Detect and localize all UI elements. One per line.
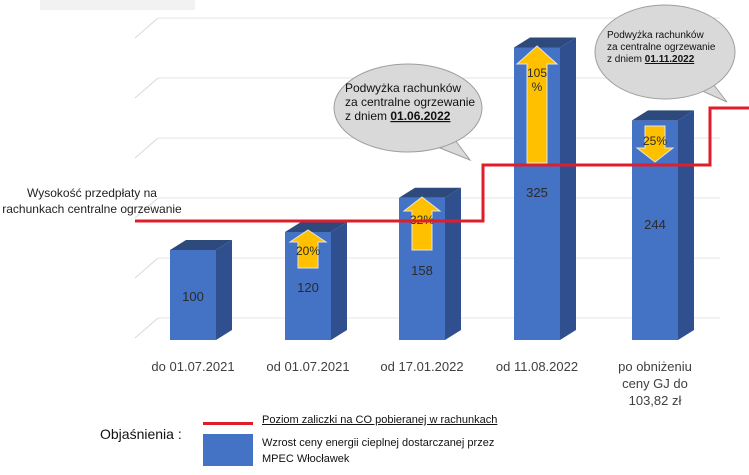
callout-text: za centralne ogrzewanie	[345, 95, 475, 109]
legend-bar-swatch	[203, 434, 253, 466]
arrow-down-icon	[635, 125, 675, 163]
bar-value-label: 325	[526, 185, 548, 200]
arrow-up-icon	[515, 45, 559, 164]
gridline-diagonal	[134, 257, 159, 279]
bar-value-label: 120	[297, 280, 319, 295]
legend-bar-label-line2: MPEC Włocławek	[262, 453, 350, 465]
callout-text: za centralne ogrzewanie	[607, 42, 716, 53]
callout-text: Podwyżka rachunków	[607, 30, 704, 41]
legend-line-label: Poziom zaliczki na CO pobieranej w rachu…	[262, 414, 498, 426]
bar-side	[560, 37, 576, 340]
callout-text: Podwyżka rachunków	[345, 81, 461, 95]
bar-side	[678, 110, 694, 341]
gridline-diagonal	[134, 137, 159, 159]
arrow-percent-label: 20%	[296, 244, 320, 258]
prepayment-line	[135, 106, 749, 223]
x-tick-label: od 17.01.2022	[362, 358, 482, 375]
x-tick-label-line: od 11.08.2022	[495, 359, 579, 374]
legend-bar-label-line1: Wzrost ceny energii cieplnej dostarczane…	[262, 437, 495, 449]
bar-value-label: 244	[644, 217, 666, 232]
legend-title: Objaśnienia :	[100, 426, 182, 442]
arrow-percent-label: 25%	[643, 134, 667, 148]
legend-bar-label: Wzrost ceny energii cieplnej dostarczane…	[262, 435, 562, 467]
callout-bubble	[333, 63, 483, 153]
arrow-up-icon	[402, 196, 442, 251]
x-tick-label-line: po obniżeniu	[618, 359, 692, 374]
bar-side	[331, 222, 347, 340]
top-strip	[40, 0, 195, 10]
callout-text: z dniem 01.06.2022	[345, 109, 451, 123]
callout-date: 01.06.2022	[390, 109, 450, 123]
bar-top	[514, 37, 576, 48]
gridline-diagonal	[134, 77, 159, 99]
x-tick-label-line: 103,82 zł	[628, 393, 682, 408]
callout-date: 01.11.2022	[645, 54, 695, 65]
gridline-diagonal	[134, 317, 159, 339]
bar-side	[445, 187, 461, 340]
bar-value-label: 158	[411, 263, 433, 278]
x-tick-label: od 01.07.2021	[248, 358, 368, 375]
x-tick-label-line: od 01.07.2021	[266, 359, 350, 374]
bar-top	[170, 240, 232, 250]
bar-top	[632, 110, 694, 121]
x-tick-label-line: od 17.01.2022	[380, 359, 464, 374]
bar-value-label: 100	[182, 289, 204, 304]
callout-bubble	[594, 4, 736, 100]
x-tick-label: do 01.07.2021	[133, 358, 253, 375]
x-tick-label: po obniżeniu ceny GJ do 103,82 zł	[595, 358, 715, 409]
x-tick-label-line: do 01.07.2021	[151, 359, 235, 374]
arrow-percent-label: %	[532, 80, 543, 94]
gridline-diagonal	[134, 17, 159, 39]
callout-text: z dniem 01.11.2022	[607, 54, 695, 65]
arrow-percent-label: 105	[527, 66, 547, 80]
bar	[170, 250, 216, 340]
arrow-up-icon	[288, 229, 328, 269]
prepayment-line-label: Wysokość przedpłaty na rachunkach centra…	[2, 186, 182, 216]
legend-line-swatch	[203, 422, 253, 425]
bar-top	[285, 222, 347, 232]
bar-top	[399, 187, 461, 198]
bar-side	[216, 240, 232, 340]
gridline-diagonal	[134, 197, 159, 219]
x-tick-label-line: ceny GJ do	[622, 376, 688, 391]
x-tick-label: od 11.08.2022	[477, 358, 597, 375]
